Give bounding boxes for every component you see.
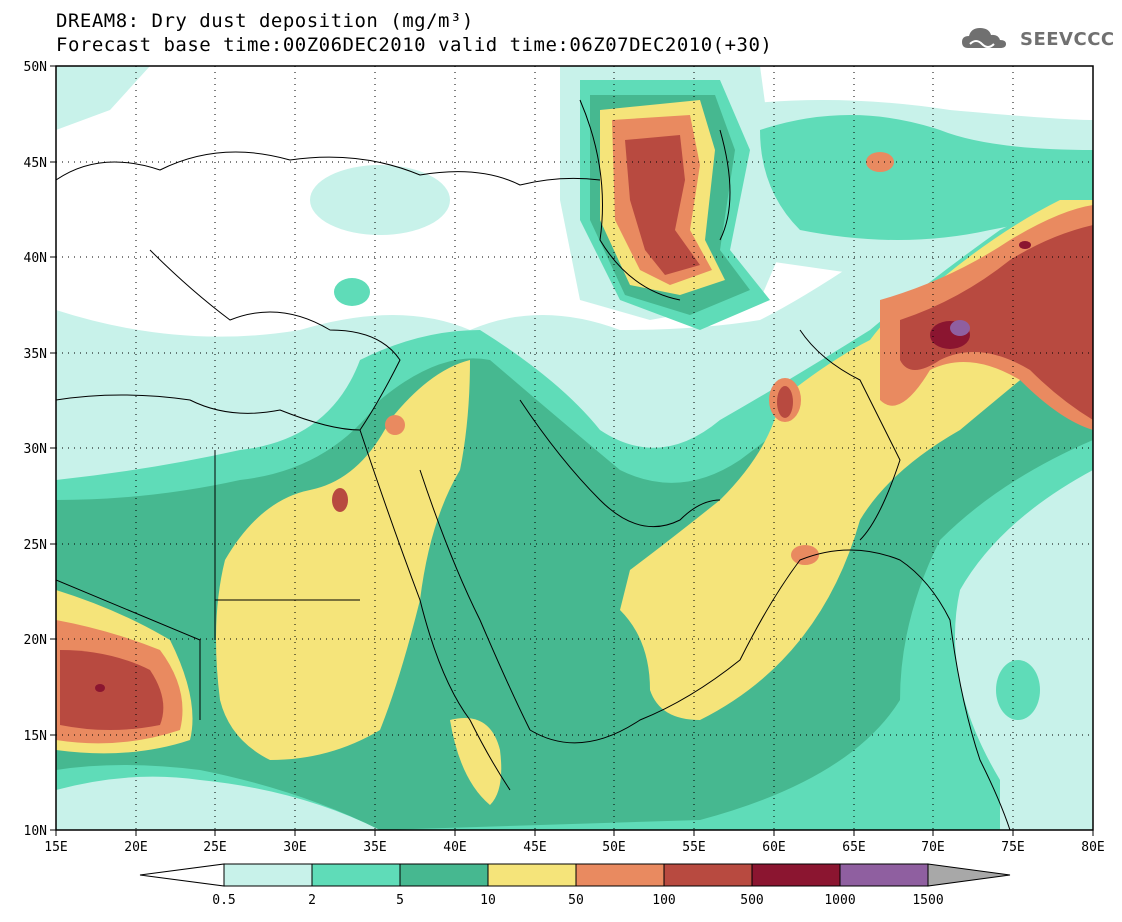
colorbar-segment [399,863,489,887]
colorbar-segment [751,863,841,887]
lat-label: 50N [24,60,47,75]
lat-label: 40N [24,251,47,266]
colorbar-segment [663,863,753,887]
lat-label: 30N [24,442,47,457]
colorbar-segment [223,863,313,887]
logo-text: SEEVCCC [1020,28,1115,50]
lon-label: 55E [682,840,705,855]
chart-subtitle: Forecast base time:00Z06DEC2010 valid ti… [56,34,773,56]
colorbar-label: 0.5 [212,893,235,908]
logo: SEEVCCC [960,24,1115,54]
colorbar-under-arrow [139,863,225,887]
coastlines [56,99,1011,830]
tick-marks [50,65,1094,836]
lon-label: 65E [842,840,865,855]
colorbar-label: 500 [740,893,763,908]
lon-label: 15E [44,840,67,855]
lon-label: 50E [602,840,625,855]
gridlines [56,66,1093,830]
lon-label: 45E [523,840,546,855]
colorbar-label: 50 [568,893,584,908]
level-1000-1500 [950,320,970,336]
colorbar-segment [575,863,665,887]
lon-label: 20E [124,840,147,855]
level-100-500 [60,135,1093,730]
colorbar-segment [311,863,401,887]
lat-label: 20N [24,633,47,648]
cloud-logo-icon [962,28,1006,48]
colorbar-label: 1500 [912,893,943,908]
colorbar: 0.5 2 5 10 50 100 500 1000 1500 [139,863,1011,908]
lat-label: 35N [24,347,47,362]
colorbar-label: 100 [652,893,675,908]
colorbar-label: 5 [396,893,404,908]
lat-label: 15N [24,729,47,744]
colorbar-label: 10 [480,893,496,908]
lon-label: 40E [443,840,466,855]
colorbar-over-arrow [927,863,1011,887]
colorbar-segment [839,863,929,887]
lon-label: 25E [203,840,226,855]
lon-label: 80E [1081,840,1104,855]
lat-label: 10N [24,824,47,839]
lon-label: 60E [762,840,785,855]
chart-title: DREAM8: Dry dust deposition (mg/m³) [56,10,474,32]
colorbar-label: 1000 [824,893,855,908]
longitude-labels: 15E 20E 25E 30E 35E 40E 45E 50E 55E 60E … [44,840,1104,855]
colorbar-labels: 0.5 2 5 10 50 100 500 1000 1500 [212,893,943,908]
latitude-labels: 50N 45N 40N 35N 30N 25N 20N 15N 10N [24,60,47,839]
lon-label: 35E [363,840,386,855]
dust-field [56,66,1093,830]
lat-label: 25N [24,538,47,553]
colorbar-segment [487,863,577,887]
lon-label: 75E [1001,840,1024,855]
lat-label: 45N [24,156,47,171]
lon-label: 30E [283,840,306,855]
colorbar-label: 2 [308,893,316,908]
lon-label: 70E [921,840,944,855]
